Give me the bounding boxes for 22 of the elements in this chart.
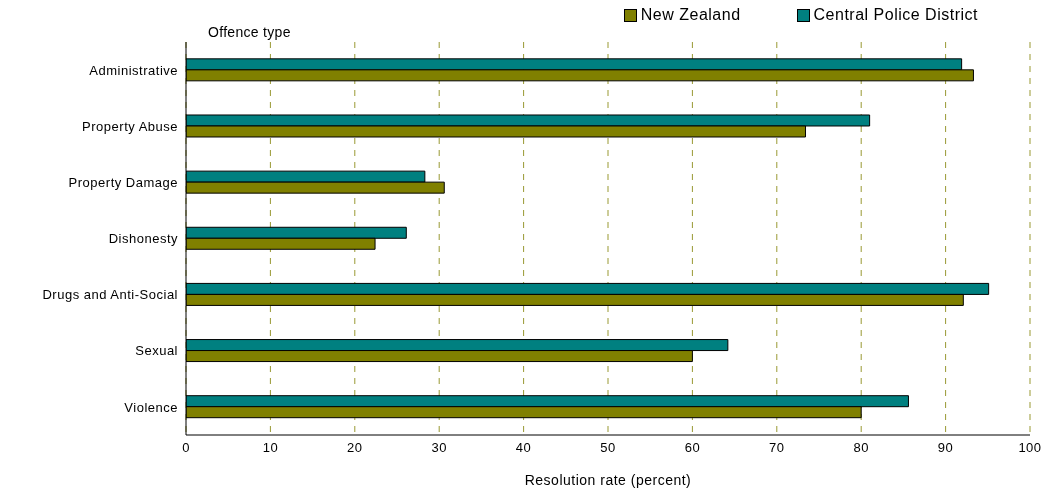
x-tick-label: 100 bbox=[1018, 440, 1042, 456]
x-tick-label: 80 bbox=[853, 440, 869, 456]
y-axis-title: Offence type bbox=[208, 24, 291, 40]
y-tick-label: Property Abuse bbox=[82, 118, 178, 134]
y-tick-label: Administrative bbox=[89, 62, 178, 78]
y-tick-label: Property Damage bbox=[68, 174, 178, 190]
y-tick-label: Violence bbox=[124, 399, 178, 415]
x-tick-label: 60 bbox=[684, 440, 701, 456]
y-tick-label: Dishonesty bbox=[108, 231, 178, 247]
x-tick-label: 30 bbox=[431, 440, 447, 456]
x-tick-label: 40 bbox=[515, 440, 532, 456]
x-tick-label: 20 bbox=[347, 440, 363, 456]
x-tick-label: 70 bbox=[769, 440, 785, 456]
y-tick-label: Drugs and Anti-Social bbox=[42, 287, 178, 303]
x-tick-label: 10 bbox=[262, 440, 279, 456]
x-axis-title: Resolution rate (percent) bbox=[524, 472, 692, 488]
legend-label: New Zealand bbox=[640, 6, 741, 24]
x-tick-label: 0 bbox=[182, 440, 190, 456]
x-tick-label: 90 bbox=[937, 440, 954, 456]
x-tick-label: 50 bbox=[600, 440, 616, 456]
legend-label: Central Police District bbox=[813, 6, 978, 24]
y-tick-label: Sexual bbox=[135, 343, 178, 359]
